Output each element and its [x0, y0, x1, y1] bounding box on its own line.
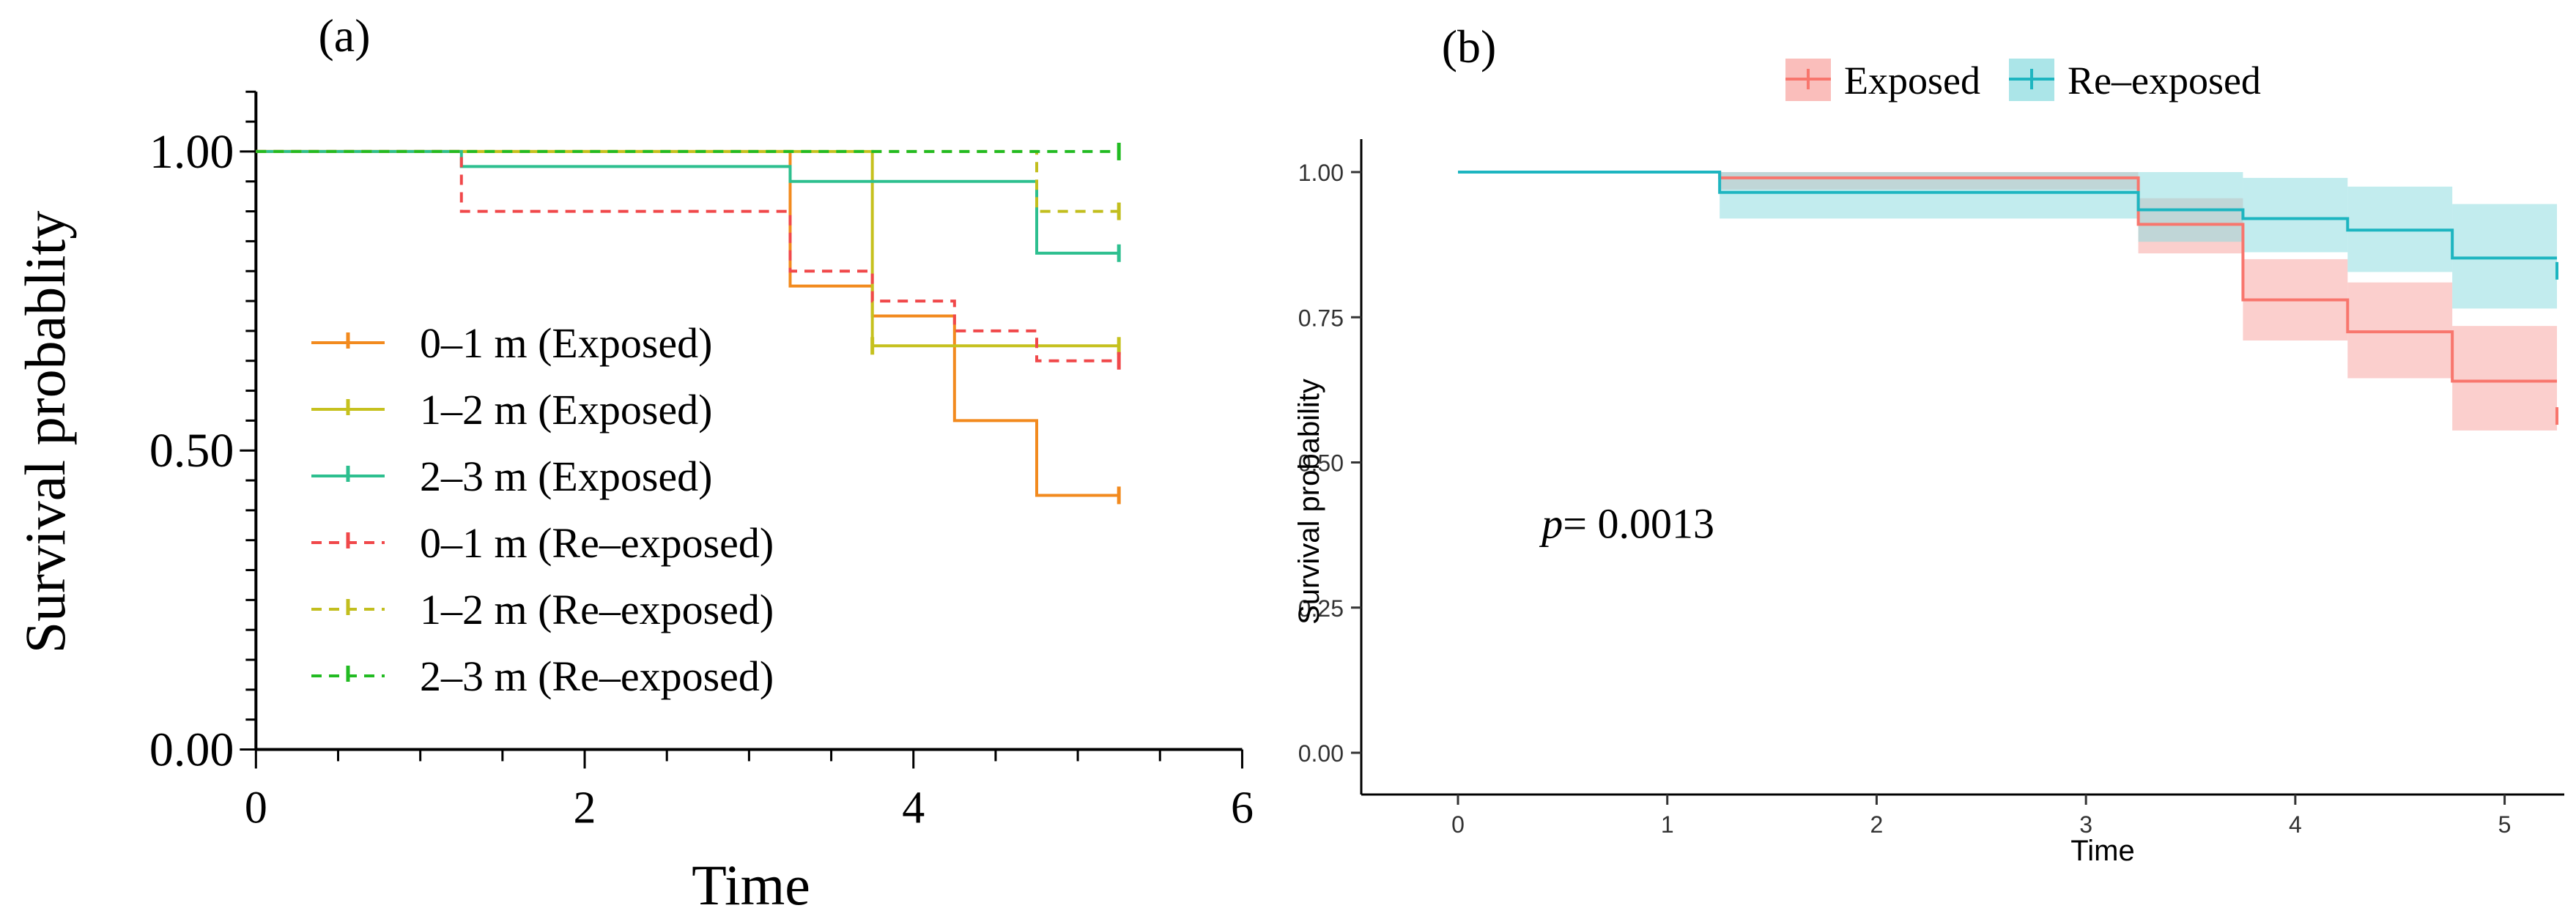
panel-b-band-segment: [1720, 172, 2139, 219]
panel-a-legend-label: 2–3 m (Exposed): [420, 453, 713, 500]
panel-b-series-line: [1458, 171, 2557, 260]
panel-a-legend-label: 0–1 m (Re–exposed): [420, 519, 774, 567]
panel-b-y-tick-label: 0.25: [1298, 595, 1344, 622]
panel-a-x-tick-label: 6: [1231, 784, 1254, 833]
panel-a-series-line: [256, 149, 1119, 362]
panel-b-band-segment: [2243, 177, 2348, 253]
panel-b-y-tick-label: 1.00: [1298, 160, 1344, 186]
panel-a-x-tick-label: 4: [902, 784, 925, 833]
panel-a-legend-label: 2–3 m (Re–exposed): [420, 652, 774, 700]
panel-b-legend: Exposed Re–exposed: [1785, 59, 2261, 103]
panel-a: (a) 0.00 0.50 1.00 0 2 4 6 0–1 m (Exposed) 1–2 …: [13, 10, 1254, 917]
panel-b-y-tick-label: 0.75: [1298, 305, 1344, 331]
panel-b-x-tick-label: 1: [1661, 811, 1674, 838]
panel-b-axes: 0.00 0.25 0.50 0.75 1.00 0 1 2 3 4 5: [1298, 139, 2564, 838]
panel-b-band-segment: [2452, 326, 2557, 431]
panel-a-y-axis-title: Survival probablity: [13, 211, 77, 653]
panel-a-series-line: [256, 149, 1119, 255]
panel-b-label: (b): [1442, 21, 1497, 72]
panel-b-x-tick-label: 0: [1451, 811, 1465, 838]
panel-b-x-tick-label: 3: [2079, 811, 2092, 838]
panel-b-band-segment: [2138, 172, 2243, 242]
panel-a-legend-label: 0–1 m (Exposed): [420, 319, 713, 367]
panel-a-y-tick-label: 0.00: [149, 723, 234, 777]
panel-a-x-axis-title: Time: [692, 853, 810, 917]
panel-b-series: [1458, 171, 2558, 425]
panel-b-legend-label: Re–exposed: [2068, 59, 2261, 103]
panel-a-label: (a): [318, 10, 370, 62]
panel-b-y-axis-title: Survival probability: [1293, 379, 1325, 625]
panel-a-legend-label: 1–2 m (Re–exposed): [420, 586, 774, 633]
panel-b-y-tick-label: 0.00: [1298, 740, 1344, 767]
panel-b-x-tick-label: 4: [2289, 811, 2302, 838]
panel-a-legend-label: 1–2 m (Exposed): [420, 386, 713, 434]
panel-a-legend: 0–1 m (Exposed) 1–2 m (Exposed) 2–3 m (Exp…: [311, 319, 774, 700]
panel-a-axes: 0.00 0.50 1.00 0 2 4 6: [149, 90, 1254, 833]
panel-b-x-tick-label: 2: [1870, 811, 1884, 838]
panel-b-y-tick-label: 0.50: [1298, 450, 1344, 477]
panel-a-y-tick-label: 0.50: [149, 424, 234, 477]
panel-a-x-tick-label: 2: [574, 784, 596, 833]
p-value-text: = 0.0013: [1563, 500, 1714, 548]
panel-b: (b) Exposed Re–exposed 0.00 0.25 0.50 0.75 1.…: [1293, 21, 2564, 867]
panel-b-legend-label: Exposed: [1844, 59, 1980, 103]
panel-a-series: [256, 142, 1121, 505]
panel-a-y-tick-label: 1.00: [149, 125, 234, 179]
panel-a-x-tick-label: 0: [245, 784, 267, 833]
panel-b-x-axis-title: Time: [2070, 835, 2134, 867]
panel-b-x-tick-label: 5: [2498, 811, 2512, 838]
p-value-annotation: p= 0.0013: [1539, 500, 1714, 548]
p-value-symbol: p: [1539, 500, 1563, 548]
panel-b-band-segment: [2452, 204, 2557, 309]
